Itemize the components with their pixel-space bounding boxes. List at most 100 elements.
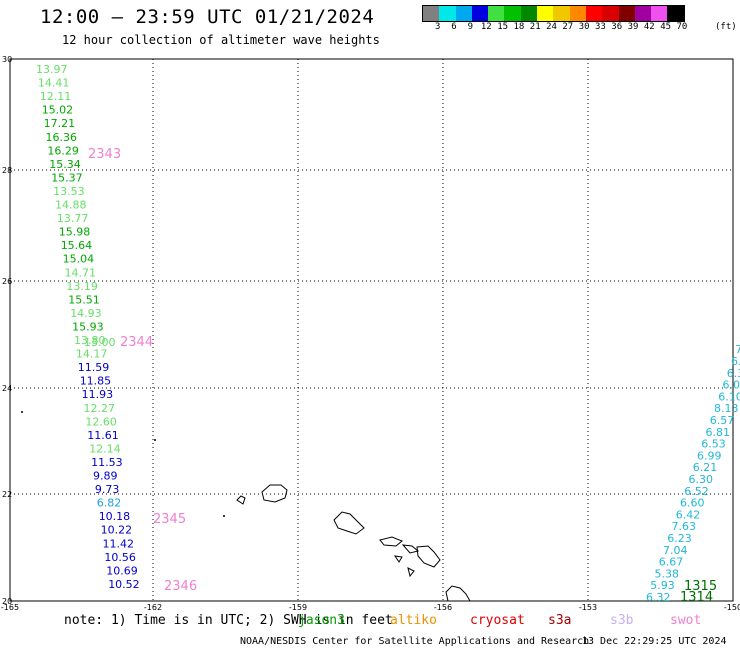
satellite-name: jason3 [298,613,345,628]
legend-swatch [488,6,505,21]
wave-height-value: 10.56 [104,551,135,564]
longitude-label: -153 [579,603,597,612]
legend-units: (ft) [715,22,737,32]
generated-timestamp: 13 Dec 22:29:25 UTC 2024 [582,636,727,647]
pass-time-label: 1315 [684,579,717,594]
legend-label: 18 [513,22,525,32]
longitude-label: -162 [144,603,162,612]
wave-height-value: 11.53 [91,456,123,469]
wave-height-value: 11.59 [78,361,110,374]
wave-height-value: 13.19 [66,280,98,293]
wave-height-value: 11.61 [87,429,119,442]
legend-swatch [537,6,554,21]
legend-label: 45 [660,22,672,32]
legend-label: 6 [451,22,457,32]
wave-height-value: 6. [731,355,740,368]
legend-swatch [634,6,652,21]
wave-height-value: 13.53 [53,185,85,198]
wave-height-value: 13.97 [36,63,68,76]
pass-time-label: 2343 [88,147,121,162]
wave-height-value: 14.88 [55,199,87,212]
island-dot [21,411,23,413]
legend-swatch [585,6,603,21]
wave-height-value: 15.98 [59,226,91,239]
legend-label: 24 [546,22,557,32]
wave-height-value: 11.85 [80,375,112,388]
island-coastline [416,545,441,568]
pass-time-label: 2346 [164,579,197,594]
wave-height-value: 6.32 [646,591,671,604]
island-coastline [379,536,403,547]
footnote: note: 1) Time is in UTC; 2) SWH is in fe… [64,613,393,628]
longitude-label: -150 [724,603,740,612]
legend-label: 39 [627,22,639,32]
wave-height-value: 11.93 [82,388,114,401]
latitude-label: 30 [2,55,12,64]
legend-label: 70 [676,22,688,32]
legend-swatch [455,6,472,21]
legend-label: 21 [529,22,541,32]
wave-height-value: 7.04 [663,544,688,557]
legend-swatch [602,6,619,21]
wave-height-value: 15.37 [51,171,82,184]
longitude-label: -156 [434,603,452,612]
island-coastline [407,567,415,578]
satellite-name: altiko [390,613,437,628]
wave-height-value: 7. [735,343,740,356]
color-legend [422,5,685,22]
legend-label: 33 [595,22,606,32]
wave-height-value: 14.93 [70,307,102,320]
wave-height-value: 12.14 [89,442,121,455]
wave-height-value: 10.18 [99,510,131,523]
island-coastline [401,544,420,554]
wave-height-value: 6.53 [701,438,726,451]
wave-height-value: 14.41 [38,77,70,90]
legend-label: 9 [467,22,474,32]
wave-height-value: 6.81 [706,426,731,439]
legend-swatch [569,6,586,21]
page-title: 12:00 – 23:59 UTC 01/21/2024 [40,6,375,28]
island-coastline [333,511,365,535]
wave-height-value: 10.52 [108,578,140,591]
wave-height-value: 16.36 [46,131,78,144]
legend-swatch [520,6,538,21]
satellite-name: s3a [548,613,572,628]
island-coastline [236,495,246,505]
legend-swatch [651,6,668,21]
wave-height-value: 6.99 [697,449,722,462]
legend-swatch [439,6,456,21]
longitude-label: -159 [289,603,307,612]
legend-swatch [618,6,635,21]
legend-label: 3 [435,22,441,32]
wave-height-value: 7.63 [672,520,697,533]
wave-height-value: 14.71 [65,266,97,279]
wave-height-value: 16.29 [47,144,79,157]
wave-height-value: 5.93 [650,579,675,592]
wave-height-value: 9.73 [95,483,120,496]
latitude-label: 24 [2,384,12,393]
wave-height-value: 5.38 [655,567,680,580]
wave-height-value: 6.60 [680,497,705,510]
legend-label: 12 [480,22,492,32]
wave-height-value: 6.3 [727,367,740,380]
island-dot [223,515,225,517]
wave-height-value: 6.05 [723,379,740,392]
legend-label: 42 [643,22,655,32]
wave-height-value: 9.89 [93,470,118,483]
wave-height-value: 10.69 [106,564,138,577]
island-dot [154,439,156,441]
latitude-label: 28 [2,166,12,175]
island-coastline [445,585,471,602]
wave-height-value: 8.13 [714,402,739,415]
satellite-name: s3b [610,613,634,628]
wave-height-value: 12.11 [40,90,72,103]
wave-height-value: 15.34 [49,158,81,171]
wave-height-value: 15.64 [61,239,92,252]
map-frame [9,58,734,602]
wave-height-value: 15.04 [63,253,95,266]
wave-height-value: 6.82 [97,497,122,510]
latitude-label: 26 [2,277,12,286]
pass-time-label: 2345 [153,512,186,527]
